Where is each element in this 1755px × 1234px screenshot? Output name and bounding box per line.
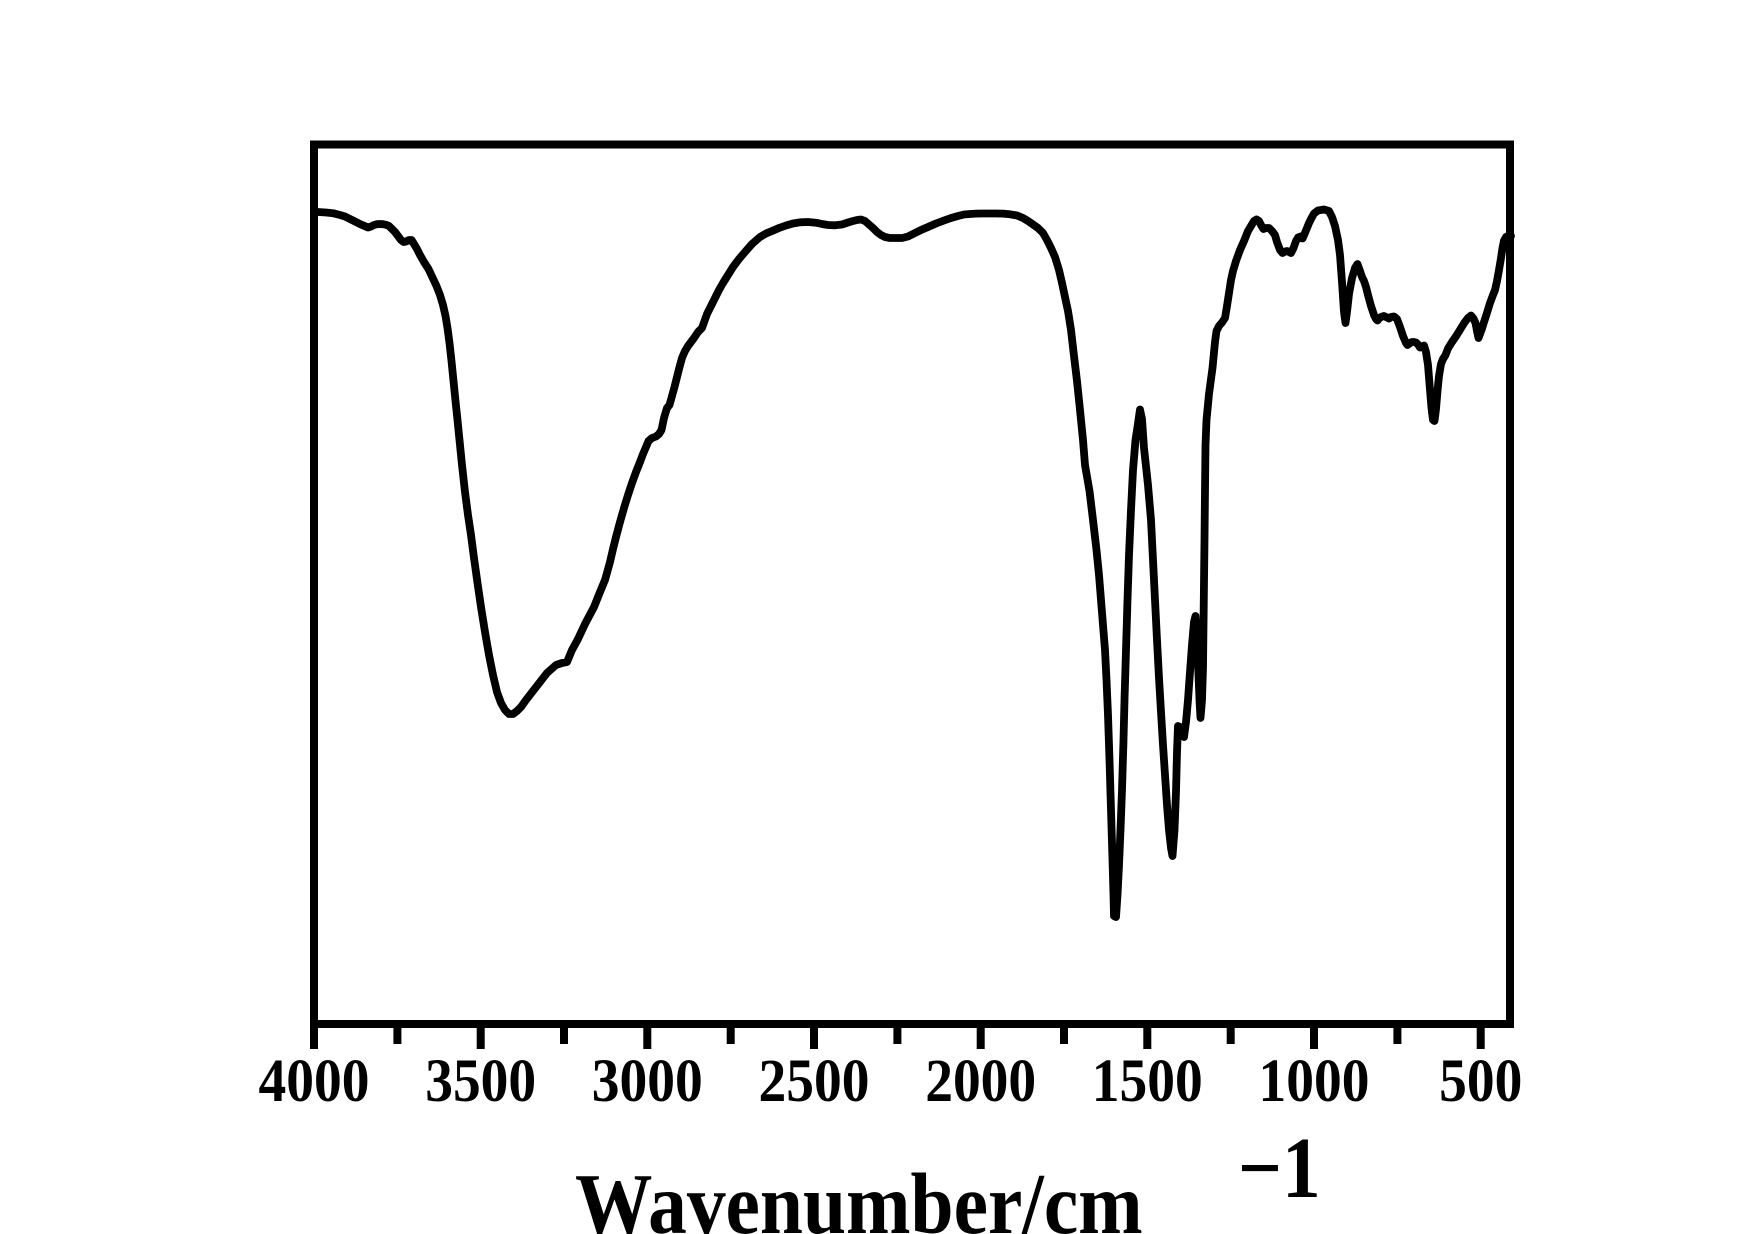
- svg-text:1500: 1500: [1092, 1047, 1203, 1115]
- svg-text:2000: 2000: [925, 1047, 1036, 1115]
- svg-text:500: 500: [1439, 1047, 1522, 1115]
- svg-text:1000: 1000: [1259, 1047, 1370, 1115]
- svg-text:3500: 3500: [425, 1047, 536, 1115]
- svg-text:Wavenumber/cm−1: Wavenumber/cm −1: [575, 1120, 1321, 1234]
- svg-text:2500: 2500: [759, 1047, 870, 1115]
- svg-text:3000: 3000: [592, 1047, 703, 1115]
- svg-text:4000: 4000: [259, 1047, 370, 1115]
